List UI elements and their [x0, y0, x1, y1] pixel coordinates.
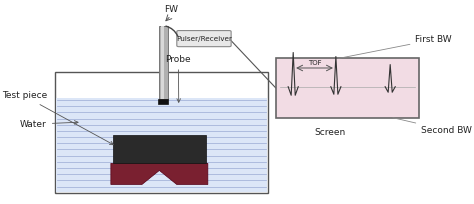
Text: TOF: TOF — [308, 60, 321, 65]
Text: Water: Water — [20, 120, 78, 129]
Bar — [276, 58, 419, 118]
Text: FW: FW — [164, 5, 178, 14]
Bar — [159, 26, 168, 99]
Bar — [113, 135, 206, 163]
Text: Probe: Probe — [165, 55, 191, 102]
Text: Second BW: Second BW — [393, 118, 472, 135]
Bar — [161, 26, 164, 99]
Text: Screen: Screen — [315, 128, 346, 137]
Text: Pulser/Receiver: Pulser/Receiver — [176, 36, 232, 42]
Text: First BW: First BW — [338, 35, 452, 58]
Polygon shape — [111, 163, 208, 184]
Bar — [56, 98, 267, 192]
Bar — [158, 99, 168, 104]
Text: Test piece: Test piece — [1, 91, 113, 145]
Bar — [55, 72, 268, 193]
FancyBboxPatch shape — [177, 31, 231, 47]
